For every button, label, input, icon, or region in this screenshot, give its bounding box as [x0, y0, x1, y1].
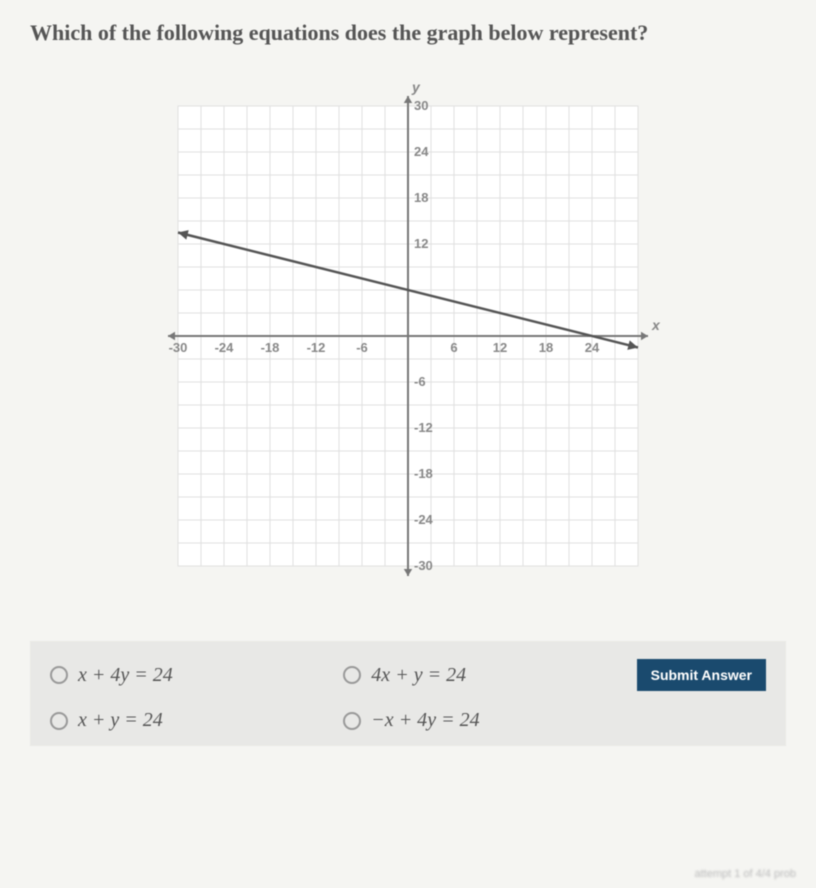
radio-icon	[343, 712, 361, 730]
radio-icon	[50, 712, 68, 730]
option-d-label: −x + 4y = 24	[371, 709, 479, 732]
svg-text:6: 6	[450, 340, 457, 355]
svg-text:-12: -12	[414, 420, 433, 435]
svg-text:-24: -24	[414, 512, 434, 527]
answer-panel: x + 4y = 24 4x + y = 24 Submit Answer x …	[30, 641, 786, 746]
coordinate-graph: 30 24 18 12 -6 -12 -18 -24 -30 6 12 18 24 -30 -24 -18 -1…	[148, 76, 668, 596]
svg-text:-18: -18	[261, 340, 280, 355]
radio-icon	[343, 666, 361, 684]
svg-text:-30: -30	[414, 558, 433, 573]
option-b[interactable]: 4x + y = 24	[343, 664, 616, 687]
graph-container: 30 24 18 12 -6 -12 -18 -24 -30 6 12 18 24 -30 -24 -18 -1…	[148, 76, 668, 601]
radio-icon	[50, 666, 68, 684]
svg-text:18: 18	[539, 340, 553, 355]
question-text: Which of the following equations does th…	[30, 20, 786, 46]
svg-text:-24: -24	[215, 340, 235, 355]
option-b-label: 4x + y = 24	[371, 664, 466, 687]
attempt-footer: attempt 1 of 4/4 prob	[694, 868, 796, 880]
svg-text:24: 24	[414, 144, 429, 159]
svg-text:30: 30	[414, 98, 428, 113]
svg-text:y: y	[411, 79, 421, 95]
svg-text:-6: -6	[414, 374, 426, 389]
svg-text:24: 24	[585, 340, 600, 355]
option-a[interactable]: x + 4y = 24	[50, 664, 323, 687]
option-d[interactable]: −x + 4y = 24	[343, 709, 616, 732]
option-c-label: x + y = 24	[78, 709, 163, 732]
option-c[interactable]: x + y = 24	[50, 709, 323, 732]
svg-text:12: 12	[414, 236, 428, 251]
svg-text:x: x	[651, 317, 661, 333]
svg-text:-6: -6	[356, 340, 368, 355]
svg-text:-12: -12	[307, 340, 326, 355]
svg-text:-30: -30	[169, 340, 188, 355]
option-a-label: x + 4y = 24	[78, 664, 173, 687]
svg-text:12: 12	[493, 340, 507, 355]
svg-text:-18: -18	[414, 466, 433, 481]
submit-button[interactable]: Submit Answer	[637, 659, 766, 691]
svg-text:18: 18	[414, 190, 428, 205]
